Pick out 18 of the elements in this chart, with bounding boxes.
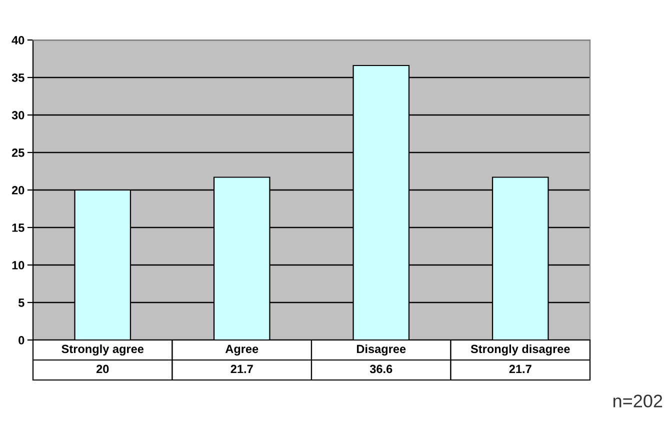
data-label: 21.7 — [230, 364, 253, 374]
y-tick-label: 10 — [12, 261, 24, 270]
x-tick-label: Strongly disagree — [470, 344, 570, 356]
data-label: 21.7 — [509, 364, 532, 374]
y-tick-label: 5 — [18, 298, 24, 307]
y-tick-label: 35 — [12, 74, 24, 82]
y-tick-label: 25 — [12, 148, 24, 157]
x-tick-label: Agree — [225, 344, 258, 356]
y-tick-label: 15 — [12, 224, 24, 232]
y-tick-label: 30 — [12, 111, 24, 120]
data-label: 20 — [96, 364, 109, 374]
x-tick-label: Strongly agree — [62, 344, 144, 356]
y-tick-label: 20 — [12, 186, 24, 194]
y-tick-label: 40 — [12, 36, 24, 44]
text: n=202 — [613, 394, 662, 408]
x-tick-label: Disagree — [356, 344, 406, 356]
data-label: 36.6 — [370, 364, 392, 374]
y-tick-label: 0 — [18, 336, 24, 344]
